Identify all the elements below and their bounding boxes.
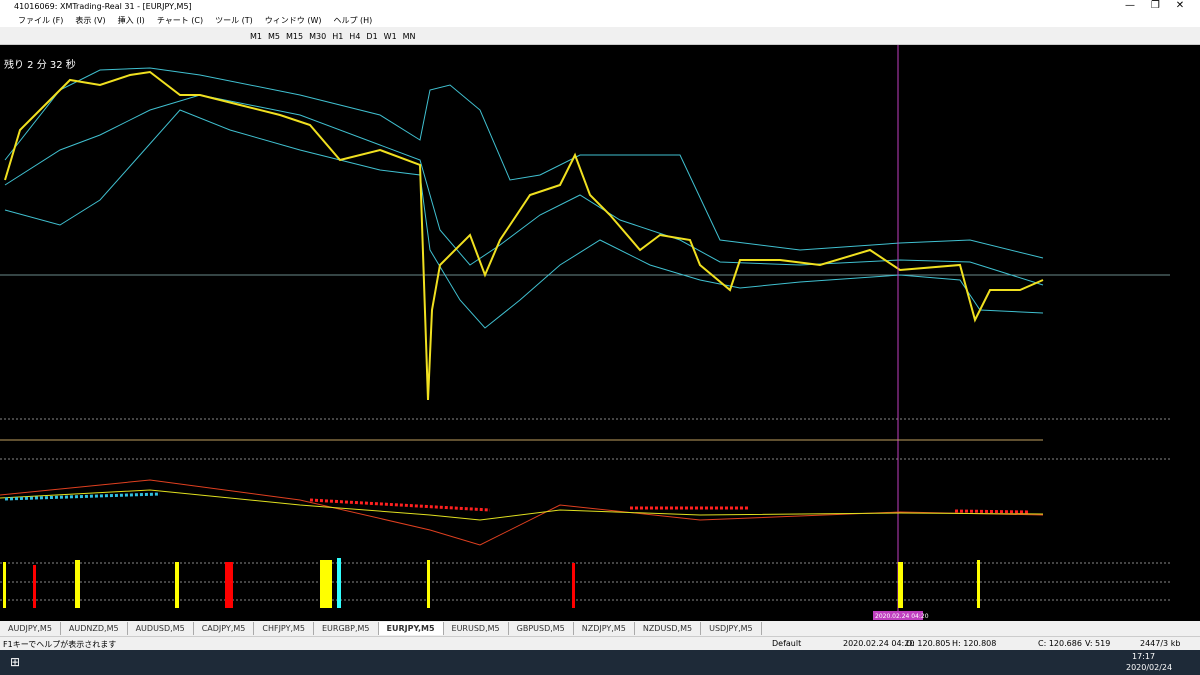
menu-item[interactable]: 挿入 (I) — [117, 15, 145, 25]
start-button[interactable]: ⊞ — [10, 655, 21, 669]
clock-time: 17:17 — [1132, 652, 1156, 661]
signal-dots — [4, 492, 161, 501]
symbol-tab[interactable]: CADJPY,M5 — [194, 622, 255, 635]
symbol-tab[interactable]: GBPUSD,M5 — [509, 622, 574, 635]
chart: 残り 2 分 32 秒 2020.02.24 04:20 — [0, 45, 1200, 621]
toolbar: M1 M5 M15 M30 H1 H4 D1 W1 MN — [0, 28, 1200, 45]
status-open: O: 120.805 — [906, 639, 951, 648]
menu-item[interactable]: ヘルプ (H) — [333, 15, 373, 25]
symbol-tab[interactable]: NZDUSD,M5 — [635, 622, 702, 635]
status-high: H: 120.808 — [952, 639, 997, 648]
cursor-label-box — [873, 611, 923, 620]
symbol-tabs: AUDJPY,M5 AUDNZD,M5 AUDUSD,M5 CADJPY,M5 CHFJ… — [0, 622, 1200, 635]
timeframe-button[interactable]: W1 — [383, 31, 397, 41]
band-upper — [4, 67, 1044, 259]
band-lower — [4, 109, 1044, 329]
symbol-tab[interactable]: AUDJPY,M5 — [0, 622, 61, 635]
title-bar: 41016069: XMTrading-Real 31 - [EURJPY,M5… — [0, 0, 1200, 13]
clock-date: 2020/02/24 — [1126, 663, 1173, 672]
symbol-tab[interactable]: AUDUSD,M5 — [128, 622, 194, 635]
status-volume: V: 519 — [1085, 639, 1111, 648]
band-middle — [4, 94, 1044, 286]
timeframe-button[interactable]: H4 — [349, 31, 361, 41]
symbol-tab[interactable]: AUDNZD,M5 — [61, 622, 128, 635]
status-help: F1キーでヘルプが表示されます — [3, 640, 117, 649]
status-close: C: 120.686 — [1038, 639, 1082, 648]
menu-item[interactable]: ファイル (F) — [18, 15, 64, 25]
price-path — [4, 70, 1044, 401]
taskbar: ⊞ 17:17 2020/02/24 — [0, 650, 1200, 675]
cursor-time: 2020.02.24 04:20 — [875, 613, 929, 620]
status-bar: F1キーでヘルプが表示されます Default 2020.02.24 04:20… — [0, 636, 1200, 650]
symbol-tab[interactable]: EURJPY,M5 — [378, 622, 444, 635]
symbol-tab[interactable]: USDJPY,M5 — [701, 622, 762, 635]
menu-item[interactable]: ウィンドウ (W) — [264, 15, 322, 25]
timeframe-button[interactable]: MN — [402, 31, 416, 41]
volume-bars — [3, 558, 980, 608]
status-profile: Default — [772, 639, 802, 648]
menu-item[interactable]: ツール (T) — [215, 15, 253, 25]
timeframe-button[interactable]: M1 — [250, 31, 262, 41]
menu-bar: ファイル (F) 表示 (V) 挿入 (I) チャート (C) ツール (T) ウィンドウ… — [0, 13, 1200, 27]
menu-item[interactable]: 表示 (V) — [75, 15, 106, 25]
symbol-tab[interactable]: EURGBP,M5 — [314, 622, 379, 635]
timeframe-button[interactable]: M5 — [268, 31, 280, 41]
status-time: 2020.02.24 04:20 — [843, 639, 915, 648]
ma-line — [0, 489, 1044, 521]
ma-line — [0, 479, 1044, 546]
timeframe-button[interactable]: D1 — [366, 31, 378, 41]
window-controls[interactable]: — ❐ ✕ — [1125, 0, 1185, 11]
timeframe-button[interactable]: M30 — [309, 31, 327, 41]
menu-item[interactable]: チャート (C) — [156, 15, 204, 25]
timeframe-button[interactable]: M15 — [286, 31, 304, 41]
symbol-tab[interactable]: EURUSD,M5 — [444, 622, 509, 635]
symbol-tab[interactable]: NZDJPY,M5 — [574, 622, 635, 635]
timeframe-button[interactable]: H1 — [332, 31, 344, 41]
symbol-tab[interactable]: CHFJPY,M5 — [254, 622, 314, 635]
window-title: 41016069: XMTrading-Real 31 - [EURJPY,M5… — [14, 2, 192, 11]
status-traffic: 2447/3 kb — [1140, 639, 1181, 648]
signal-dots — [954, 509, 1031, 514]
signal-dots — [309, 498, 491, 512]
countdown: 残り 2 分 32 秒 — [4, 58, 76, 71]
